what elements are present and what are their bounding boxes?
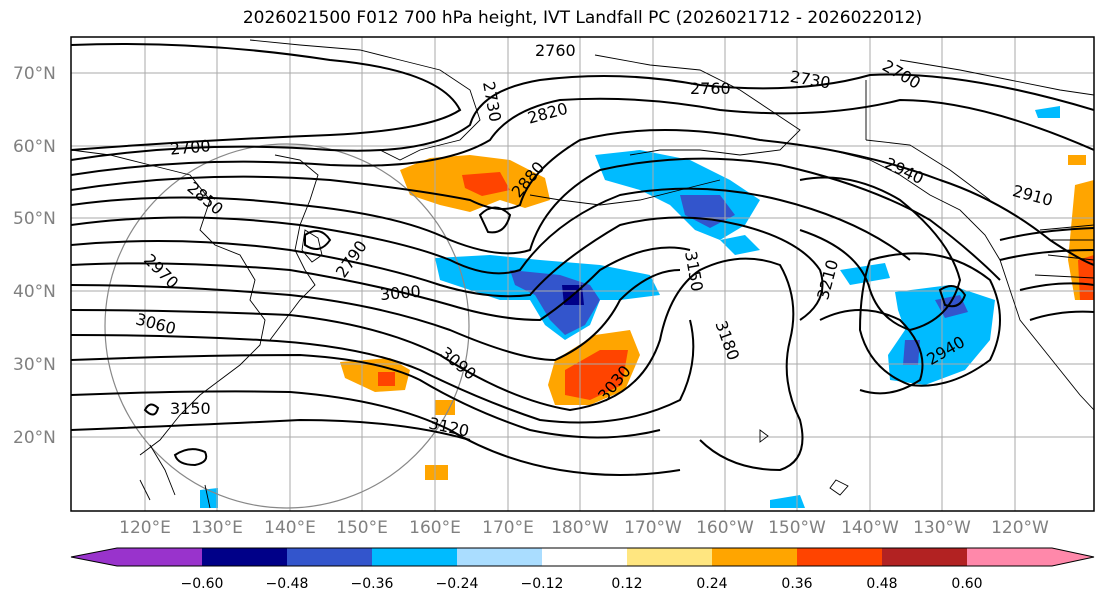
cb-tick: 0.12 [611,576,642,592]
cb-tick: −0.12 [521,576,564,592]
colorbar-segment [287,548,372,566]
cb-tick: 0.60 [951,576,982,592]
cb-tick: 0.24 [696,576,727,592]
page-title: 2026021500 F012 700 hPa height, IVT Land… [242,8,923,28]
height-contours [71,43,1094,476]
lat-label: 70°N [13,64,56,84]
colorbar-segment [797,548,882,566]
lon-label: 140°W [841,518,899,538]
lat-label: 30°N [13,355,56,375]
colorbar-segment [882,548,967,566]
longitude-labels: 120°E 130°E 140°E 150°E 160°E 170°E 180°… [119,518,1049,538]
latitude-labels: 70°N 60°N 50°N 40°N 30°N 20°N [13,64,56,448]
contour-label: 2700 [169,136,211,158]
contour-label: 3150 [170,399,211,418]
cb-tick: −0.24 [436,576,479,592]
colorbar-segment [627,548,712,566]
lon-label: 130°W [913,518,971,538]
contour-label: 2760 [690,79,731,98]
lat-label: 40°N [13,282,56,302]
contour-label: 2760 [535,41,576,60]
lon-label: 120°E [119,518,171,538]
lon-label: 170°W [624,518,682,538]
colorbar-ticks: −0.60 −0.48 −0.36 −0.24 −0.12 0.12 0.24 … [181,576,983,592]
map-border [70,36,1095,512]
contour-label: 3000 [379,282,421,304]
colorbar-segment [967,548,1052,566]
range-circle [104,143,470,509]
lon-label: 160°W [696,518,754,538]
colorbar-segment [542,548,627,566]
lon-label: 160°E [409,518,461,538]
colorbar-segment [457,548,542,566]
map-panel [71,37,1094,511]
coastlines [71,39,1094,509]
cb-tick: −0.36 [351,576,394,592]
colorbar [70,547,1095,567]
lon-label: 170°E [482,518,534,538]
lon-label: 150°W [768,518,826,538]
lon-label: 150°E [336,518,388,538]
cb-tick: 0.36 [781,576,812,592]
lat-label: 60°N [13,137,56,157]
cb-tick: −0.48 [266,576,309,592]
colorbar-segment [712,548,797,566]
colorbar-outline [70,547,1095,567]
colorbar-segment [202,548,287,566]
lon-label: 140°E [264,518,316,538]
cb-tick: 0.48 [866,576,897,592]
lat-label: 20°N [13,428,56,448]
colorbar-segment [117,548,202,566]
lon-label: 120°W [991,518,1049,538]
lon-label: 130°E [191,518,243,538]
colorbar-segment-min-extend [71,548,117,566]
lon-label: 180°W [551,518,609,538]
cb-tick: −0.60 [181,576,224,592]
colorbar-segment-max-extend [1052,548,1094,566]
lat-label: 50°N [13,209,56,229]
colorbar-segment [372,548,457,566]
